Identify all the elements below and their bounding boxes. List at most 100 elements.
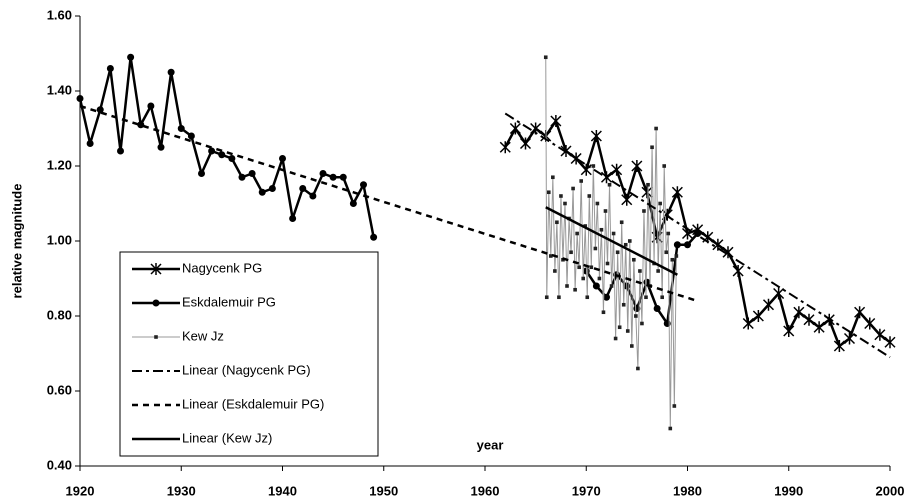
point [601, 310, 606, 315]
point [565, 284, 569, 288]
point [664, 250, 669, 255]
y-tick-label: 1.40 [47, 82, 72, 97]
point [619, 220, 624, 225]
point [843, 332, 856, 345]
point [644, 295, 648, 300]
point [650, 145, 654, 150]
point [632, 257, 636, 262]
point [611, 163, 623, 176]
point [577, 265, 581, 270]
point [607, 182, 612, 187]
point [621, 302, 626, 307]
legend-label: Linear (Kew Jz) [182, 430, 272, 445]
point [106, 65, 114, 72]
point [563, 201, 567, 206]
point [208, 147, 216, 155]
point [96, 106, 104, 114]
point [605, 261, 610, 266]
point [684, 241, 691, 249]
point [553, 269, 557, 273]
point [583, 224, 588, 228]
point [617, 325, 622, 330]
point [544, 295, 549, 300]
point [581, 276, 586, 281]
point [674, 254, 679, 258]
point [575, 231, 579, 236]
y-tick-label: 0.80 [47, 307, 72, 322]
y-tick-label: 1.20 [47, 157, 72, 172]
point [642, 209, 646, 213]
point [559, 194, 563, 198]
point [154, 335, 158, 339]
point [198, 170, 205, 177]
point [279, 155, 286, 162]
point [543, 55, 548, 60]
point [76, 95, 84, 102]
x-axis-title: year [477, 437, 504, 452]
x-tick-label: 1960 [471, 483, 500, 498]
legend-label: Eskdalemuir PG [182, 294, 276, 309]
point [167, 68, 175, 76]
point [813, 321, 825, 334]
point [571, 186, 575, 191]
point [636, 366, 640, 371]
point [593, 246, 598, 251]
point [621, 193, 633, 206]
point [268, 185, 276, 192]
point [187, 132, 195, 140]
point [509, 122, 521, 135]
point [641, 186, 653, 199]
legend-label: Kew Jz [182, 328, 224, 343]
point [218, 151, 226, 159]
legend-label: Linear (Eskdalemuir PG) [182, 396, 324, 411]
point [150, 263, 162, 275]
trend-line [545, 206, 678, 276]
x-tick-label: 1990 [774, 483, 803, 498]
point [228, 155, 236, 162]
point [638, 269, 642, 273]
point [640, 321, 644, 326]
point [329, 173, 337, 181]
point [580, 163, 592, 176]
point [573, 287, 577, 292]
x-tick-label: 1920 [66, 483, 95, 498]
point [557, 295, 561, 300]
legend-box [119, 251, 379, 457]
point [587, 194, 592, 198]
point [370, 233, 378, 241]
point [595, 201, 600, 206]
point [309, 192, 317, 200]
legend-label: Nagycenk PG [182, 260, 262, 275]
point [752, 310, 764, 322]
point [550, 115, 562, 127]
point [631, 160, 643, 172]
point [299, 185, 307, 192]
point [360, 181, 367, 189]
point [349, 200, 357, 207]
point [590, 130, 602, 142]
trend-line [79, 104, 699, 303]
point [603, 293, 610, 301]
point [579, 179, 583, 183]
series-line [545, 57, 677, 429]
point [519, 137, 532, 150]
point [592, 282, 600, 290]
point [549, 254, 553, 258]
point [662, 164, 667, 168]
point [585, 295, 590, 300]
point [671, 186, 683, 199]
point [646, 182, 650, 187]
point [732, 265, 744, 277]
point [854, 306, 866, 319]
point [783, 325, 795, 337]
y-tick-label: 1.60 [47, 7, 72, 22]
x-tick-label: 1950 [369, 483, 398, 498]
point [627, 239, 632, 243]
point [864, 317, 876, 330]
point [670, 257, 675, 262]
point [611, 231, 616, 236]
point [258, 188, 266, 196]
point [833, 340, 845, 352]
point [499, 141, 511, 154]
